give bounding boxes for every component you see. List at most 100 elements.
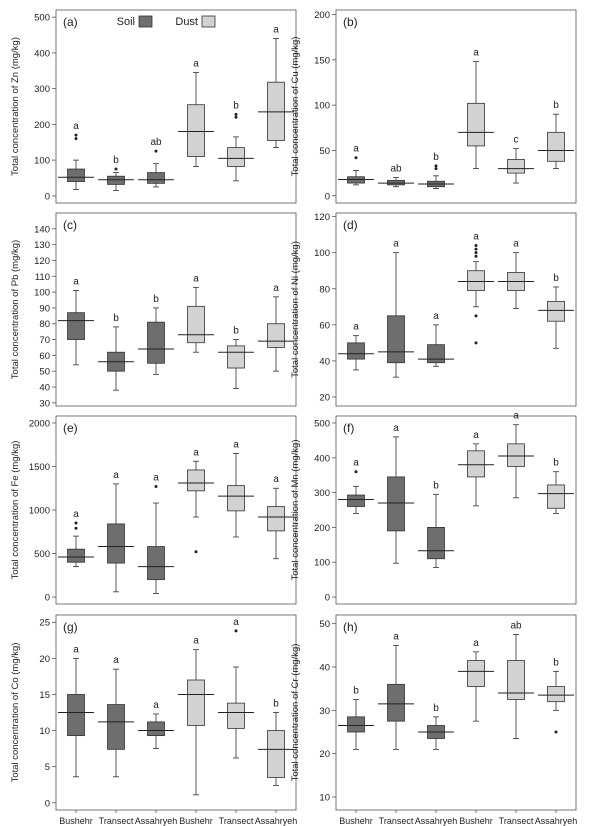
box-dust-assahryeh: a: [258, 474, 294, 560]
y-axis-label: Total concentration of Fe (mg/kg): [10, 441, 21, 580]
box-dust-bushehr: a: [458, 638, 494, 722]
y-tick-label: 20: [319, 392, 330, 403]
box-body: [467, 660, 485, 687]
box-soil-bushehr: a: [58, 277, 94, 366]
box-soil-assahryeh: a: [138, 700, 174, 750]
y-tick-label: 60: [39, 351, 50, 362]
box-dust-assahryeh: b: [258, 699, 294, 786]
box-dust-transect: a: [498, 239, 534, 309]
box-soil-transect: ab: [378, 164, 414, 188]
box-body: [107, 704, 125, 750]
y-tick-label: 200: [314, 10, 330, 21]
x-tick-label: Assahryeh: [535, 816, 578, 826]
box-soil-transect: a: [98, 655, 134, 778]
significance-letter: b: [553, 273, 559, 284]
significance-letter: b: [233, 100, 239, 111]
y-tick-label: 20: [39, 654, 50, 665]
box-body: [387, 315, 405, 364]
box-body: [147, 321, 165, 364]
significance-letter: a: [353, 144, 359, 155]
outlier-point: [74, 526, 78, 530]
panel-label: (a): [63, 15, 78, 29]
x-tick-label: Transect: [99, 816, 134, 826]
significance-letter: b: [553, 657, 559, 668]
outlier-point: [194, 550, 198, 554]
chart-panel-1: 0 100 200 300 400 500 Total concentration of Z…: [10, 9, 297, 204]
y-tick-label: 100: [34, 288, 50, 299]
box-soil-transect: b: [98, 155, 134, 191]
significance-letter: a: [113, 470, 119, 481]
box-soil-bushehr: a: [338, 458, 374, 514]
x-tick-label: Transect: [219, 816, 254, 826]
box-body: [67, 312, 85, 340]
panel-label: (d): [343, 218, 358, 232]
chart-panel-8: 10 20 30 40 50 Total concentration of Cr (mg/…: [290, 614, 578, 826]
box-soil-assahryeh: ab: [138, 137, 174, 188]
x-tick-label: Bushehr: [339, 816, 373, 826]
box-body: [267, 323, 285, 348]
y-tick-label: 400: [314, 453, 330, 464]
y-tick-label: 400: [34, 48, 50, 59]
box-body: [107, 175, 125, 185]
box-body: [467, 102, 485, 147]
y-tick-label: 200: [34, 120, 50, 131]
y-tick-label: 0: [325, 593, 330, 604]
box-dust-transect: a: [218, 617, 254, 759]
box-body: [347, 716, 365, 733]
box-body: [427, 527, 445, 560]
panel-label: (c): [63, 218, 77, 232]
box-soil-bushehr: a: [338, 322, 374, 371]
box-soil-transect: a: [378, 631, 414, 750]
plot-frame: [55, 415, 297, 605]
significance-letter: ab: [390, 164, 402, 175]
box-body: [387, 683, 405, 722]
significance-letter: b: [113, 313, 119, 324]
y-tick-label: 40: [319, 356, 330, 367]
y-tick-label: 110: [35, 272, 50, 283]
legend-swatch-soil: [138, 15, 153, 28]
outlier-point: [474, 247, 478, 251]
x-tick-label: Transect: [499, 816, 534, 826]
outlier-point: [234, 629, 238, 633]
outlier-point: [74, 521, 78, 525]
box-soil-assahryeh: b: [418, 152, 454, 189]
outlier-point: [434, 164, 438, 168]
y-tick-label: 140: [34, 224, 50, 235]
significance-letter: a: [193, 447, 199, 458]
box-body: [147, 172, 165, 184]
y-tick-label: 80: [39, 319, 50, 330]
outlier-point: [354, 470, 358, 474]
box-body: [507, 159, 525, 174]
box-body: [147, 546, 165, 581]
box-body: [227, 485, 245, 512]
box-body: [107, 523, 125, 564]
outlier-point: [154, 485, 158, 488]
y-tick-label: 0: [325, 191, 330, 202]
legend-label-dust: Dust: [175, 16, 198, 28]
y-tick-label: 25: [39, 618, 50, 629]
significance-letter: a: [393, 239, 399, 250]
chart-panel-5: 0 500 1000 1500 2000 Total concentration of F…: [10, 415, 297, 605]
significance-letter: a: [73, 509, 79, 520]
y-tick-label: 0: [45, 593, 50, 604]
box-body: [227, 147, 245, 167]
significance-letter: a: [353, 322, 359, 333]
y-tick-label: 5: [45, 762, 50, 773]
panel-label: (g): [63, 620, 78, 634]
plot-frame: [55, 9, 297, 204]
y-tick-label: 10: [39, 726, 50, 737]
box-dust-assahryeh: a: [258, 283, 294, 372]
box-dust-bushehr: a: [178, 273, 214, 353]
y-tick-label: 50: [39, 367, 50, 378]
y-tick-label: 1500: [29, 462, 50, 473]
box-body: [547, 484, 565, 509]
significance-letter: ab: [510, 621, 522, 632]
chart-panel-3: 30 40 50 60 70 80 90 100 110 120 130 140 Total conce…: [10, 212, 297, 409]
significance-letter: b: [273, 699, 279, 710]
box-dust-assahryeh: b: [538, 458, 574, 514]
y-axis-label: Total concentration of Zn (mg/kg): [10, 37, 21, 176]
box-soil-assahryeh: a: [418, 311, 454, 367]
box-body: [267, 81, 285, 141]
box-soil-assahryeh: b: [418, 480, 454, 568]
